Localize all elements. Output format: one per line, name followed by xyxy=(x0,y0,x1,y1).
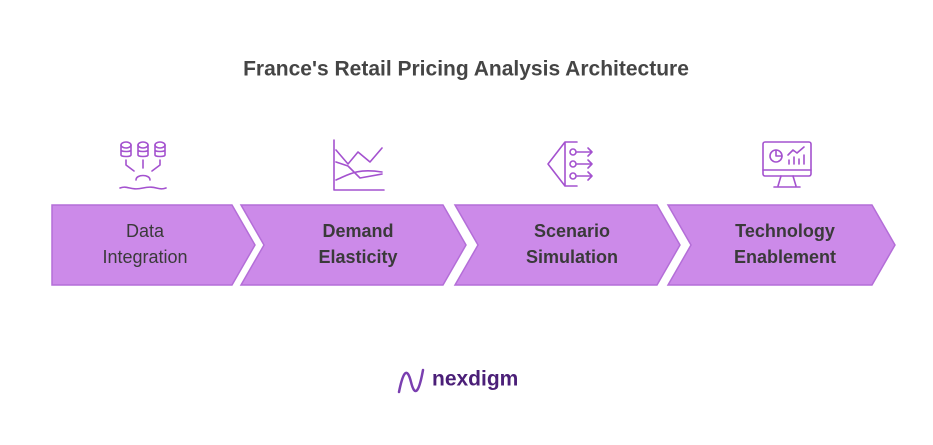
step-shape xyxy=(51,204,256,286)
step-label: Demand xyxy=(322,221,393,241)
data-icon xyxy=(119,141,167,190)
step-label: Technology xyxy=(735,221,835,241)
elasticity-icon xyxy=(333,139,385,191)
simulation-icon xyxy=(547,141,593,187)
title: France's Retail Pricing Analysis Archite… xyxy=(243,58,689,81)
step-label: Enablement xyxy=(734,247,836,267)
step-label: Simulation xyxy=(526,247,618,267)
step-shape xyxy=(453,204,681,286)
step-shape xyxy=(666,204,896,286)
step-shape xyxy=(239,204,467,286)
logo-text: nexdigm xyxy=(432,368,518,391)
step-label: Scenario xyxy=(534,221,610,241)
logo-mark xyxy=(397,368,425,394)
step-label: Integration xyxy=(102,247,187,267)
step-label: Data xyxy=(126,221,165,241)
step-label: Elasticity xyxy=(318,247,397,267)
technology-icon xyxy=(762,141,812,188)
